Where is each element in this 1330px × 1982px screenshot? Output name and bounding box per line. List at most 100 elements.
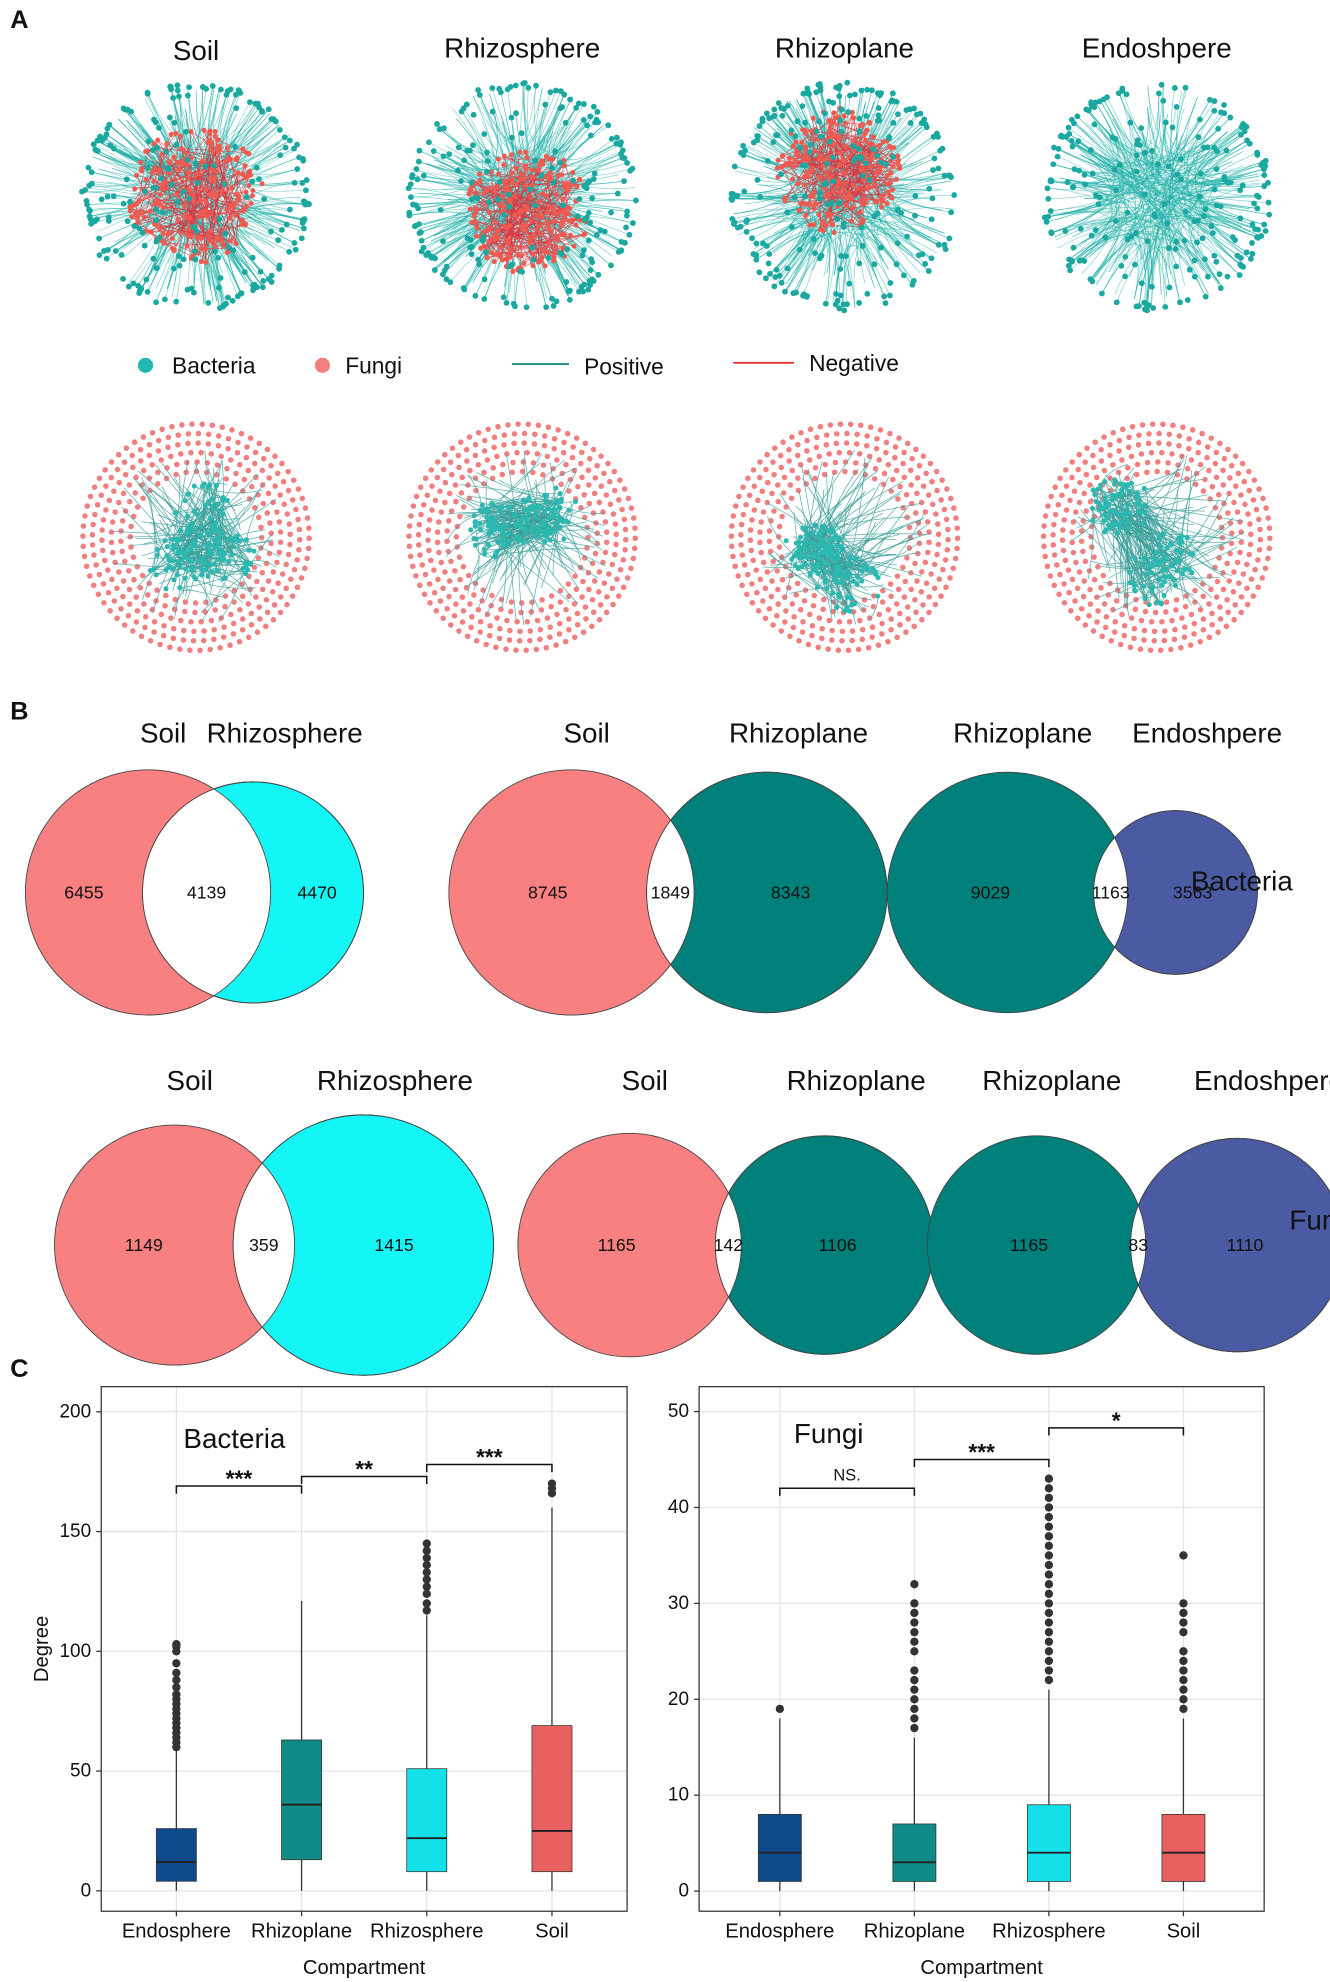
network-node <box>566 626 572 633</box>
network-node <box>426 581 433 587</box>
network-node <box>501 211 507 218</box>
network-edge <box>554 135 592 194</box>
network-node <box>473 487 479 494</box>
network-node <box>269 589 276 595</box>
network-node <box>470 111 477 118</box>
network-node <box>518 130 525 137</box>
network-node <box>425 537 431 543</box>
network-node <box>541 442 548 449</box>
network-node <box>605 122 612 129</box>
network-node <box>140 434 147 440</box>
network-edge <box>220 90 306 205</box>
network-node <box>887 143 893 149</box>
network-node <box>243 537 249 543</box>
network-node <box>941 506 948 513</box>
network-node <box>799 629 806 635</box>
network-node <box>154 144 161 151</box>
network-edge <box>434 106 563 171</box>
network-node <box>130 513 137 520</box>
network-node <box>495 526 501 532</box>
network-node <box>756 123 763 129</box>
network-node <box>245 634 252 641</box>
network-node <box>229 427 235 433</box>
network-node <box>245 601 252 607</box>
network-node <box>518 609 524 616</box>
network-node <box>127 198 133 205</box>
network-node <box>276 519 283 525</box>
network-node <box>94 216 100 223</box>
network-node <box>566 507 572 513</box>
network-node <box>534 617 541 624</box>
network-node <box>186 525 192 531</box>
network-node <box>182 212 188 218</box>
network-node <box>796 207 802 213</box>
network-node <box>229 297 236 304</box>
network-node <box>830 188 836 194</box>
network-node <box>199 483 205 489</box>
network-node <box>816 195 823 202</box>
network-edge <box>523 499 605 527</box>
network-node <box>544 525 550 531</box>
network-node <box>486 528 492 535</box>
network-node <box>118 252 125 258</box>
network-node <box>513 522 519 528</box>
network-node <box>468 186 474 192</box>
network-node <box>835 647 842 653</box>
network-node <box>780 490 787 496</box>
network-node <box>459 474 466 481</box>
network-node <box>901 449 907 456</box>
network-node <box>245 467 252 474</box>
network-node <box>888 626 894 633</box>
network-node <box>879 599 886 605</box>
network-node <box>774 568 781 574</box>
network-edge <box>202 511 246 564</box>
network-node <box>88 169 95 176</box>
network-node <box>572 634 578 641</box>
network-node <box>457 576 463 583</box>
network-node <box>155 124 162 131</box>
network-edge <box>155 148 221 226</box>
network-node <box>841 186 847 193</box>
network-node <box>782 619 788 625</box>
network-node <box>913 609 919 616</box>
network-node <box>952 555 959 562</box>
network-edge <box>528 510 570 553</box>
network-node <box>831 469 838 476</box>
network-node <box>825 646 832 652</box>
network-node <box>188 234 194 240</box>
network-edge <box>495 547 585 556</box>
network-node <box>741 188 748 195</box>
network-node <box>213 483 219 489</box>
network-node <box>225 445 231 452</box>
network-node <box>813 201 819 207</box>
network-node <box>88 220 95 227</box>
network-node <box>888 593 894 600</box>
network-node <box>784 265 791 272</box>
network-edge <box>459 484 562 500</box>
network-node <box>488 169 494 175</box>
network-node <box>620 584 627 591</box>
network-node <box>213 544 219 550</box>
network-node <box>796 246 803 253</box>
network-node <box>628 565 634 572</box>
network-node <box>258 534 265 541</box>
network-node <box>144 90 151 97</box>
network-node <box>114 585 120 592</box>
network-node <box>133 474 139 481</box>
network-edge <box>231 125 290 164</box>
network-node <box>804 85 811 92</box>
network-edge <box>203 130 212 149</box>
network-node <box>508 134 515 141</box>
network-node <box>487 225 493 231</box>
network-node <box>438 559 445 566</box>
network-node <box>923 580 930 586</box>
network-node <box>835 183 841 189</box>
network-node <box>931 155 938 162</box>
network-node <box>481 131 488 137</box>
network-edge <box>860 214 915 284</box>
network-node <box>807 222 813 228</box>
network-node <box>207 646 213 653</box>
network-node <box>827 125 833 131</box>
network-node <box>506 637 513 643</box>
